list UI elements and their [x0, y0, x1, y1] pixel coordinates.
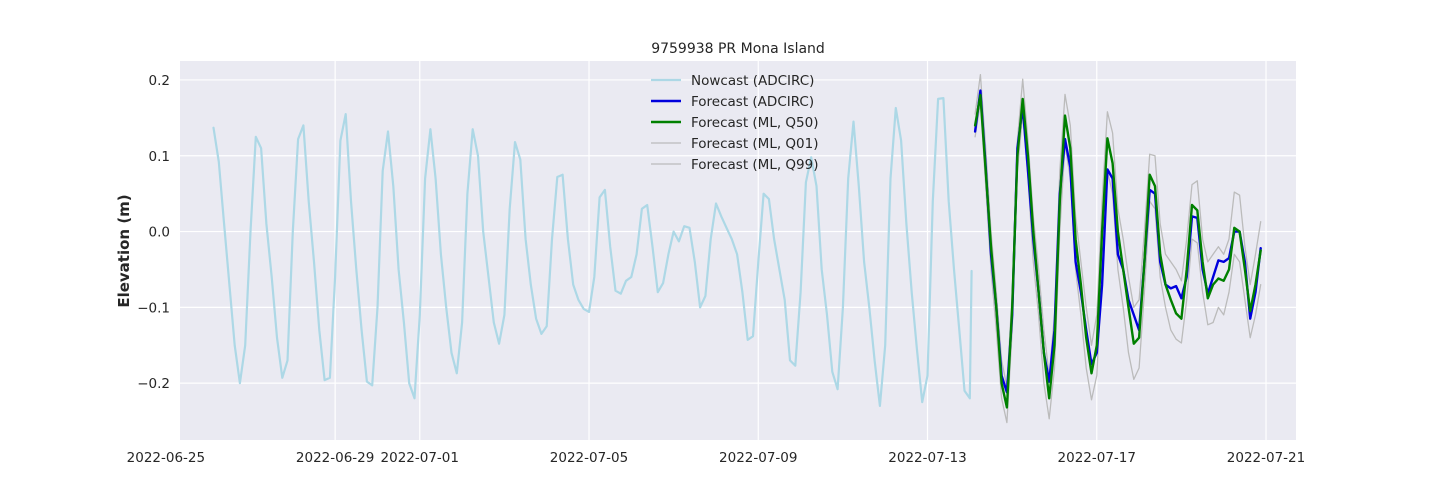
- chart-title: 9759938 PR Mona Island: [651, 41, 825, 57]
- x-axis: 2022-06-25 2022-06-29 2022-07-01 2022-07-05…: [127, 450, 1306, 466]
- y-axis: −0.2 −0.1 0.0 0.1 0.2: [137, 73, 170, 392]
- y-tick-label: 0.1: [149, 149, 170, 165]
- y-axis-label: Elevation (m): [115, 194, 133, 307]
- x-tick-label: 2022-07-21: [1227, 450, 1305, 466]
- x-tick-label: 2022-07-09: [719, 450, 797, 466]
- series-line-forecast-ml-q50: [973, 93, 1262, 409]
- series-layer: [212, 73, 1262, 424]
- y-tick-label: −0.2: [137, 376, 170, 392]
- y-tick-label: 0.2: [149, 73, 170, 89]
- series-line-forecast-ml-q99: [974, 73, 1262, 388]
- x-tick-label: 2022-06-25: [127, 450, 205, 466]
- x-tick-label: 2022-07-01: [381, 450, 459, 466]
- legend: Nowcast (ADCIRC) Forecast (ADCIRC) Forecas…: [651, 73, 819, 173]
- legend-label: Forecast (ADCIRC): [691, 94, 814, 110]
- x-tick-label: 2022-06-29: [296, 450, 374, 466]
- legend-label: Nowcast (ADCIRC): [691, 73, 814, 89]
- x-tick-label: 2022-07-13: [888, 450, 966, 466]
- x-tick-label: 2022-07-17: [1058, 450, 1136, 466]
- legend-label: Forecast (ML, Q50): [691, 115, 819, 131]
- y-tick-label: −0.1: [137, 300, 170, 316]
- legend-label: Forecast (ML, Q99): [691, 157, 819, 173]
- series-line-nowcast-adcirc: [212, 97, 973, 407]
- x-tick-label: 2022-07-05: [550, 450, 628, 466]
- legend-label: Forecast (ML, Q01): [691, 136, 819, 152]
- y-tick-label: 0.0: [149, 225, 170, 241]
